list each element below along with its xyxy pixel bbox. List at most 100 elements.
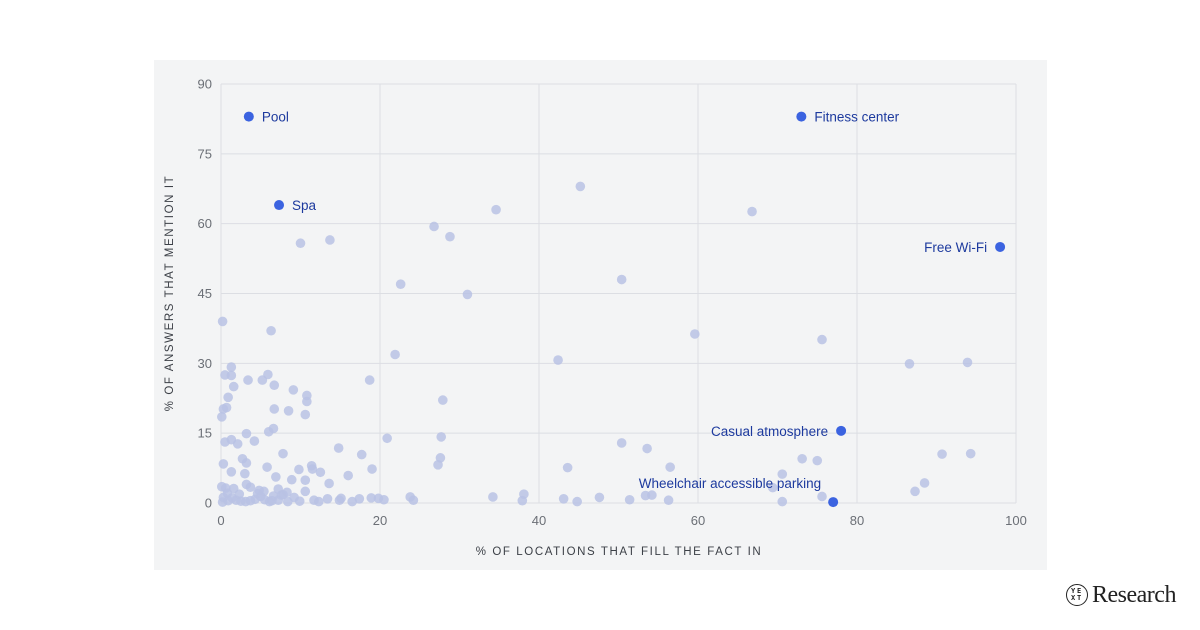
data-point — [436, 432, 447, 442]
data-point — [965, 448, 976, 459]
logo-text: Research — [1092, 581, 1176, 608]
data-point — [286, 474, 297, 485]
x-tick-label: 0 — [217, 513, 224, 528]
chart-panel: 0 20 40 60 80 100 0 15 30 45 60 75 90 Pool Fitness ce… — [154, 60, 1047, 570]
y-tick-label: 15 — [198, 426, 212, 441]
data-point — [491, 204, 501, 215]
y-tick-label: 60 — [198, 216, 212, 231]
data-point — [690, 329, 700, 339]
data-point — [223, 495, 233, 506]
data-point — [663, 495, 674, 506]
data-point — [302, 396, 312, 407]
x-tick-label: 40 — [532, 513, 546, 528]
data-point — [562, 462, 573, 473]
data-point — [263, 426, 274, 437]
data-point — [226, 467, 237, 477]
x-tick-label: 80 — [850, 513, 864, 528]
data-point — [747, 206, 757, 217]
point-label: Fitness center — [814, 110, 899, 125]
x-tick-label: 60 — [691, 513, 705, 528]
data-point — [624, 494, 635, 505]
scatter-chart: 0 20 40 60 80 100 0 15 30 45 60 75 90 Pool Fitness ce… — [164, 77, 1027, 559]
data-point — [777, 469, 788, 479]
highlighted-points: Pool Fitness center Spa Free Wi-Fi Casual at… — [243, 110, 1006, 508]
data-point — [366, 493, 377, 503]
data-points — [216, 181, 976, 507]
data-point — [435, 453, 446, 463]
highlighted-point — [274, 200, 285, 211]
data-point — [324, 478, 334, 489]
data-point — [241, 479, 252, 490]
data-point — [226, 370, 237, 381]
data-point — [322, 494, 333, 504]
data-point — [309, 495, 319, 506]
grid-lines — [220, 83, 1017, 504]
x-tick-label: 20 — [373, 513, 387, 528]
data-point — [343, 470, 353, 481]
highlighted-point — [828, 497, 839, 508]
data-point — [817, 491, 827, 502]
data-point — [558, 494, 569, 504]
data-point — [354, 494, 365, 504]
data-point — [390, 349, 400, 360]
data-point — [408, 495, 419, 506]
data-point — [364, 375, 375, 385]
data-point — [919, 478, 930, 488]
data-point — [218, 459, 229, 469]
y-tick-label: 75 — [198, 146, 212, 161]
data-point — [647, 490, 657, 500]
data-point — [241, 428, 252, 439]
data-point — [307, 464, 318, 474]
data-point — [232, 439, 243, 449]
y-tick-label: 30 — [198, 356, 212, 371]
data-point — [767, 482, 778, 493]
highlighted-point — [243, 111, 254, 122]
data-point — [904, 358, 915, 369]
data-point — [288, 385, 299, 395]
data-point — [910, 486, 920, 497]
data-point — [777, 496, 788, 507]
data-point — [445, 231, 455, 242]
data-point — [283, 406, 294, 416]
data-point — [257, 375, 268, 385]
data-point — [234, 489, 245, 499]
y-tick-label: 45 — [198, 286, 212, 301]
data-point — [962, 357, 973, 368]
data-point — [937, 449, 947, 459]
data-point — [223, 392, 233, 403]
data-point — [226, 362, 237, 372]
data-point — [797, 453, 807, 464]
point-label: Spa — [292, 198, 317, 213]
data-point — [367, 464, 377, 474]
data-point — [300, 409, 311, 420]
data-point — [429, 221, 439, 232]
data-point — [276, 490, 287, 500]
data-point — [572, 496, 582, 507]
data-point — [271, 472, 281, 482]
data-point — [336, 493, 346, 504]
point-label: Casual atmosphere — [711, 424, 828, 439]
data-point — [300, 486, 311, 497]
y-axis-title: % OF ANSWERS THAT MENTION IT — [164, 175, 176, 411]
x-tick-label: 100 — [1005, 513, 1027, 528]
data-point — [462, 289, 473, 300]
highlighted-point — [836, 425, 847, 436]
data-point — [812, 455, 823, 466]
point-label: Pool — [262, 110, 289, 125]
data-point — [315, 467, 326, 478]
data-point — [616, 274, 627, 285]
data-point — [262, 462, 272, 472]
data-point — [269, 404, 280, 414]
yext-logo-mark: Y E X T — [1066, 584, 1088, 606]
data-point — [221, 402, 232, 413]
data-point — [395, 279, 406, 289]
y-tick-label: 90 — [198, 77, 212, 92]
highlighted-point — [995, 241, 1006, 252]
research-logo: Y E X T Research — [1066, 582, 1176, 608]
data-point — [266, 325, 276, 336]
data-point — [356, 449, 367, 460]
data-point — [553, 355, 563, 365]
data-point — [216, 412, 227, 422]
data-point — [382, 433, 392, 444]
data-point — [252, 488, 263, 499]
